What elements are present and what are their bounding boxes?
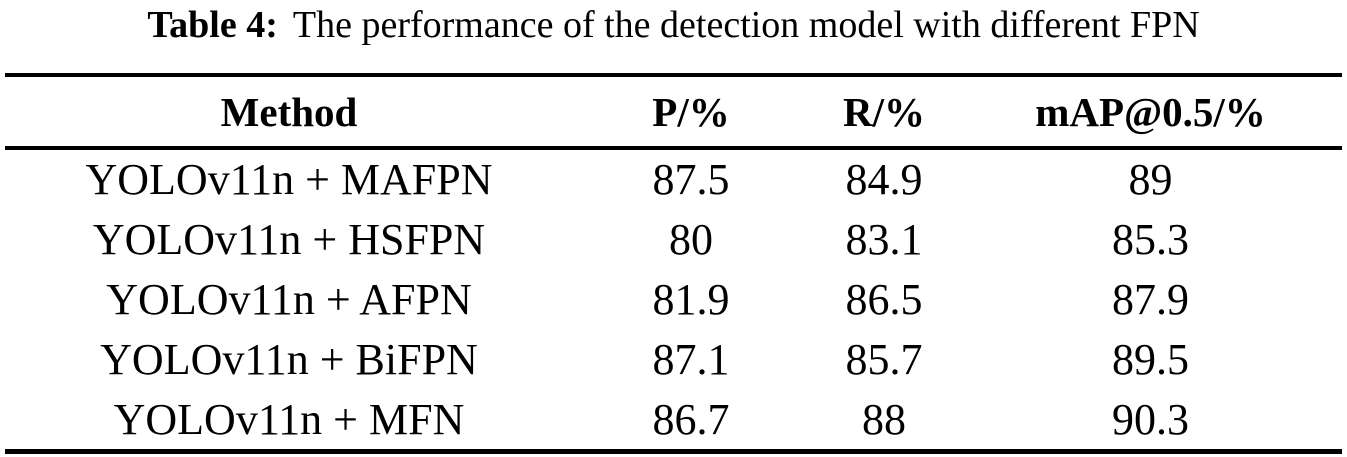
- header-recall: R/%: [843, 88, 925, 135]
- method-cell: YOLOv11n + BiFPN: [100, 334, 478, 384]
- table-caption-label: Table 4:: [147, 4, 278, 46]
- recall-cell: 83.1: [845, 215, 923, 265]
- recall-cell: 84.9: [845, 155, 923, 205]
- table-header-row: Method P/% R/% mAP@0.5/%: [5, 77, 1342, 146]
- map-cell: 85.3: [1112, 215, 1189, 265]
- precision-cell: 80: [669, 215, 713, 265]
- map-cell: 89: [1128, 155, 1173, 205]
- results-table: Method P/% R/% mAP@0.5/% YOLOv11n + MAFP…: [5, 73, 1342, 454]
- map-cell: 87.9: [1112, 274, 1189, 324]
- method-cell: YOLOv11n + AFPN: [106, 274, 472, 324]
- precision-cell: 87.1: [652, 334, 730, 384]
- header-map: mAP@0.5/%: [1035, 88, 1266, 135]
- method-cell: YOLOv11n + MFN: [113, 394, 465, 444]
- table-header-rule: [5, 146, 1342, 150]
- precision-cell: 81.9: [652, 274, 730, 324]
- table-row: YOLOv11n + HSFPN 80 83.1 85.3: [5, 210, 1342, 270]
- table-row: YOLOv11n + AFPN 81.9 86.5 87.9: [5, 270, 1342, 330]
- recall-cell: 86.5: [845, 274, 923, 324]
- table-caption: Table 4: The performance of the detection…: [0, 1, 1347, 49]
- recall-cell: 85.7: [845, 334, 923, 384]
- recall-cell: 88: [862, 394, 906, 444]
- method-cell: YOLOv11n + MAFPN: [85, 155, 493, 205]
- header-precision: P/%: [652, 88, 730, 135]
- map-cell: 89.5: [1112, 334, 1189, 384]
- method-cell: YOLOv11n + HSFPN: [92, 215, 486, 265]
- table-top-rule: [5, 73, 1342, 77]
- table-row: YOLOv11n + MAFPN 87.5 84.9 89: [5, 150, 1342, 210]
- precision-cell: 86.7: [652, 394, 730, 444]
- table-bottom-rule: [5, 448, 1342, 454]
- table-row: YOLOv11n + BiFPN 87.1 85.7 89.5: [5, 329, 1342, 389]
- precision-cell: 87.5: [652, 155, 730, 205]
- table-caption-text: The performance of the detection model w…: [292, 4, 1200, 46]
- header-method: Method: [220, 88, 358, 135]
- map-cell: 90.3: [1112, 394, 1189, 444]
- table-row: YOLOv11n + MFN 86.7 88 90.3: [5, 389, 1342, 449]
